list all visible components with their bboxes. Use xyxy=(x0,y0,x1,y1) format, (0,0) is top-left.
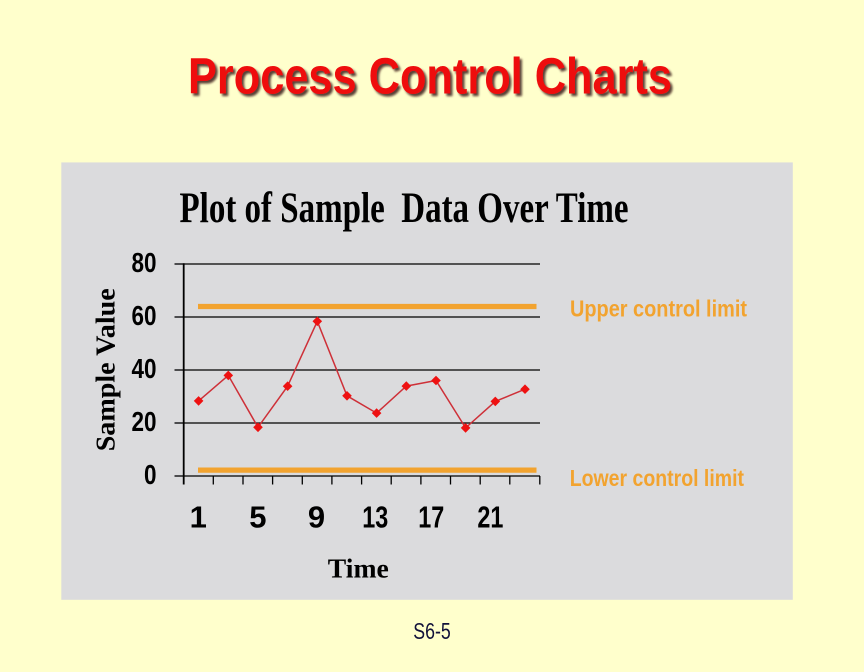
svg-text:Sample Value: Sample Value xyxy=(91,288,121,451)
svg-text:1: 1 xyxy=(190,500,207,535)
svg-text:13: 13 xyxy=(362,500,388,535)
svg-text:Lower control limit: Lower control limit xyxy=(570,465,744,491)
svg-text:80: 80 xyxy=(132,247,157,278)
svg-text:40: 40 xyxy=(132,353,157,384)
svg-text:21: 21 xyxy=(477,500,503,535)
svg-text:60: 60 xyxy=(132,300,157,331)
svg-text:Upper control limit: Upper control limit xyxy=(570,296,747,322)
svg-text:5: 5 xyxy=(249,500,266,535)
svg-text:Plot of Sample Data Over Time: Plot of Sample Data Over Time xyxy=(180,184,629,232)
svg-text:Process Control Charts: Process Control Charts xyxy=(188,47,672,104)
svg-text:Time: Time xyxy=(328,554,389,584)
svg-text:17: 17 xyxy=(418,500,444,535)
svg-text:9: 9 xyxy=(308,500,325,535)
svg-text:0: 0 xyxy=(144,459,157,490)
svg-text:20: 20 xyxy=(132,406,157,437)
svg-text:S6-5: S6-5 xyxy=(413,618,451,644)
